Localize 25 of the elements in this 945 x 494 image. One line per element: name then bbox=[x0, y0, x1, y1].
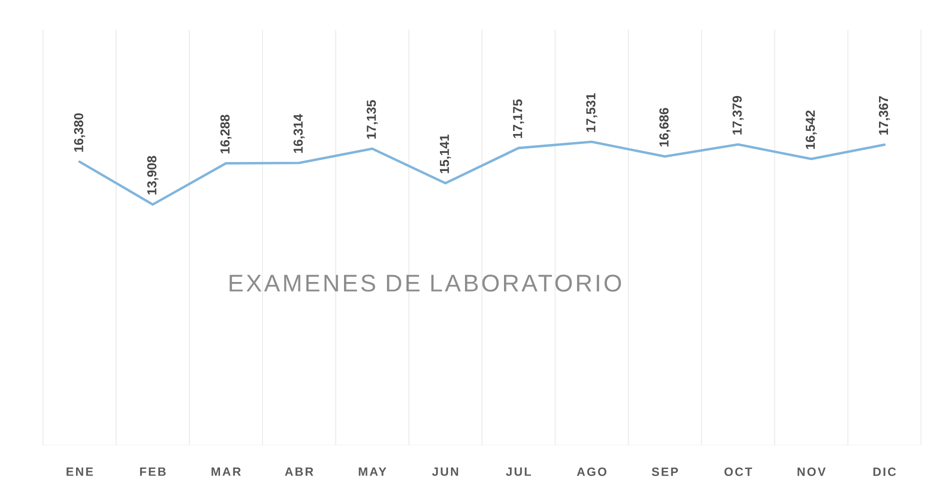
data-label: 16,542 bbox=[806, 110, 817, 149]
text: EXAMENES DE LABORATORIO bbox=[230, 274, 621, 292]
data-label: 17,379 bbox=[732, 96, 744, 134]
x-tick-label: DIC bbox=[873, 468, 896, 476]
x-tick-label: MAR bbox=[212, 468, 241, 476]
x-tick-label: JUL bbox=[506, 468, 531, 476]
data-label: 15,141 bbox=[440, 134, 451, 174]
x-tick-label: FEB bbox=[140, 468, 166, 476]
x-tick-label: MAY bbox=[358, 468, 386, 476]
data-label: 13,908 bbox=[147, 156, 158, 194]
data-label: 16,288 bbox=[220, 114, 232, 154]
x-tick-label: AGO bbox=[576, 468, 606, 476]
data-label: 17,135 bbox=[366, 100, 378, 139]
data-label: 17,175 bbox=[513, 99, 524, 138]
x-tick-label: JUN bbox=[432, 468, 458, 476]
data-label: 16,380 bbox=[74, 113, 86, 152]
x-tick-label: NOV bbox=[798, 468, 826, 476]
x-tick-label: ENE bbox=[66, 468, 93, 476]
x-tick-label: SEP bbox=[652, 468, 678, 476]
x-tick-label: ABR bbox=[284, 468, 314, 476]
data-label: 17,367 bbox=[878, 96, 890, 135]
data-label: 16,314 bbox=[294, 114, 305, 153]
data-label: 16,686 bbox=[659, 108, 670, 146]
x-tick-label: OCT bbox=[724, 468, 752, 476]
data-label: 17,531 bbox=[586, 93, 598, 132]
